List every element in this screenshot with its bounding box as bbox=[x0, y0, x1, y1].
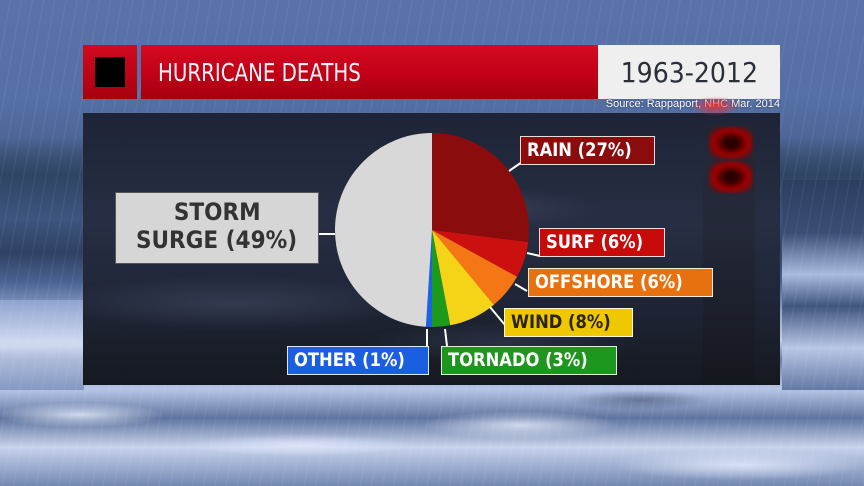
label-surf-text: SURF (6%) bbox=[546, 231, 644, 253]
pie-slice-offshore bbox=[432, 230, 517, 305]
label-surf: SURF (6%) bbox=[539, 228, 665, 257]
leader-line-rain bbox=[508, 161, 523, 172]
label-rain: RAIN (27%) bbox=[520, 136, 655, 165]
leader-line-tornado bbox=[444, 328, 448, 347]
pie-slice-storm-surge bbox=[334, 132, 432, 327]
label-storm-surge-line1: STORM bbox=[173, 198, 261, 226]
title-icon-box bbox=[83, 45, 137, 99]
pie-slice-tornado bbox=[432, 230, 451, 327]
label-tornado: TORNADO (3%) bbox=[441, 346, 617, 375]
label-offshore: OFFSHORE (6%) bbox=[528, 268, 713, 297]
pie-slice-wind bbox=[432, 230, 494, 326]
black-square-icon bbox=[95, 57, 125, 87]
label-wind: WIND (8%) bbox=[504, 308, 633, 337]
label-wind-text: WIND (8%) bbox=[511, 311, 611, 333]
sea-foam-left bbox=[0, 300, 84, 390]
label-offshore-text: OFFSHORE (6%) bbox=[535, 271, 683, 293]
sea-foam-bottom bbox=[0, 385, 864, 486]
pie-slice-other bbox=[425, 230, 432, 327]
year-range: 1963-2012 bbox=[598, 45, 780, 99]
leader-line-wind bbox=[489, 306, 506, 326]
buoy-glow bbox=[690, 96, 740, 116]
title-bar: HURRICANE DEATHS 1963-2012 bbox=[83, 45, 780, 99]
chart-title: HURRICANE DEATHS bbox=[141, 45, 598, 99]
buoy-light-lower bbox=[709, 161, 753, 193]
leader-line-surf bbox=[526, 252, 541, 257]
label-storm-surge-line2: SURGE (49%) bbox=[136, 225, 298, 254]
pie-slice-surf bbox=[432, 230, 529, 277]
label-tornado-text: TORNADO (3%) bbox=[448, 349, 588, 371]
label-storm-surge: STORM SURGE (49%) bbox=[115, 192, 319, 264]
label-rain-text: RAIN (27%) bbox=[527, 139, 632, 161]
pie-slice-rain bbox=[432, 133, 530, 243]
pie-slices bbox=[334, 132, 530, 327]
buoy-light-upper bbox=[709, 127, 753, 159]
year-range-text: 1963-2012 bbox=[620, 55, 758, 89]
leader-line-offshore bbox=[514, 283, 528, 292]
chart-title-text: HURRICANE DEATHS bbox=[158, 57, 361, 87]
label-other-text: OTHER (1%) bbox=[294, 349, 405, 371]
label-other: OTHER (1%) bbox=[287, 346, 429, 375]
sea-foam-right bbox=[782, 180, 864, 390]
